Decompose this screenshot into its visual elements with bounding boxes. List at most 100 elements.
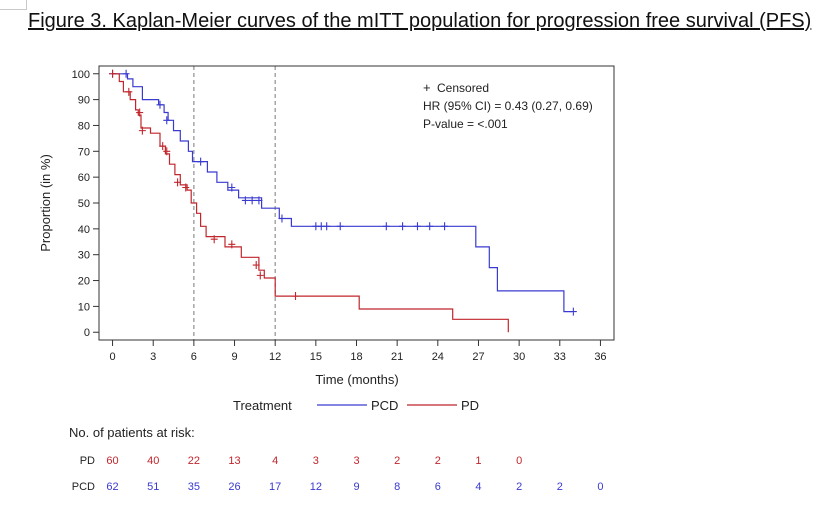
x-tick-label: 18 — [350, 351, 362, 363]
risk-count-pcd: 12 — [310, 481, 322, 493]
risk-count-pcd: 0 — [597, 481, 603, 493]
x-tick-label: 9 — [231, 351, 237, 363]
legend: Treatment PCD PD — [233, 398, 479, 413]
y-tick-label: 60 — [78, 172, 90, 184]
risk-row-label: PD — [80, 455, 95, 467]
censor-mark-pcd — [382, 222, 390, 231]
x-tick-label: 36 — [594, 351, 606, 363]
risk-count-pcd: 6 — [435, 481, 441, 493]
censor-mark-pcd — [441, 222, 449, 231]
risk-count-pd: 1 — [475, 455, 481, 467]
censor-mark-pcd — [569, 307, 577, 316]
legend-label-pcd: PCD — [371, 398, 398, 413]
censor-mark-pd — [109, 69, 117, 78]
censor-mark-pcd — [156, 100, 164, 109]
censor-mark-pd — [256, 271, 264, 280]
censor-mark-pcd — [197, 157, 205, 166]
y-axis-label: Proportion (in %) — [38, 154, 53, 252]
censor-mark-pd — [228, 240, 236, 249]
risk-count-pcd: 17 — [269, 481, 281, 493]
x-tick-label: 3 — [150, 351, 156, 363]
censor-mark-pd — [163, 147, 171, 156]
risk-count-pd: 2 — [435, 455, 441, 467]
censor-mark-pcd — [163, 116, 171, 125]
censor-mark-pd — [174, 178, 182, 187]
risk-count-pd: 22 — [188, 455, 200, 467]
x-tick-label: 21 — [391, 351, 403, 363]
x-tick-label: 24 — [432, 351, 444, 363]
censor-mark-pd — [138, 126, 146, 135]
x-axis: 0 3 6 9 12 15 18 21 24 27 30 33 36 — [109, 340, 607, 363]
risk-count-pcd: 62 — [106, 481, 118, 493]
censor-mark-pcd — [323, 222, 331, 231]
risk-count-pcd: 2 — [557, 481, 563, 493]
risk-count-pd: 13 — [228, 455, 240, 467]
censor-mark-pcd — [399, 222, 407, 231]
risk-count-pcd: 4 — [475, 481, 481, 493]
x-tick-label: 33 — [554, 351, 566, 363]
censor-mark-pd — [292, 292, 300, 301]
risk-count-pd: 4 — [272, 455, 278, 467]
censor-mark-pcd — [248, 196, 256, 205]
pvalue-annotation: P-value = <.001 — [423, 117, 508, 131]
plot-area — [109, 66, 577, 340]
y-tick-label: 100 — [72, 69, 90, 81]
censor-mark-pd — [252, 261, 260, 270]
x-tick-label: 12 — [269, 351, 281, 363]
x-axis-label: Time (months) — [315, 372, 398, 387]
risk-count-pcd: 26 — [228, 481, 240, 493]
x-tick-label: 15 — [310, 351, 322, 363]
annotation-box: + Censored HR (95% CI) = 0.43 (0.27, 0.6… — [423, 80, 593, 131]
risk-count-pd: 60 — [106, 455, 118, 467]
risk-count-pd: 3 — [313, 455, 319, 467]
y-tick-label: 40 — [78, 224, 90, 236]
y-tick-label: 10 — [78, 301, 90, 313]
y-tick-label: 0 — [84, 327, 90, 339]
risk-count-pcd: 8 — [394, 481, 400, 493]
risk-count-pcd: 51 — [147, 481, 159, 493]
risk-count-pd: 2 — [394, 455, 400, 467]
y-tick-label: 80 — [78, 120, 90, 132]
figure-title: Figure 3. Kaplan-Meier curves of the mIT… — [28, 10, 812, 32]
risk-count-pcd: 35 — [188, 481, 200, 493]
risk-count-pd: 0 — [516, 455, 522, 467]
censor-mark-pd — [125, 87, 133, 96]
censor-mark-pcd — [122, 69, 130, 78]
censor-mark-pcd — [336, 222, 344, 231]
censor-mark-pcd — [413, 222, 421, 231]
y-tick-label: 70 — [78, 146, 90, 158]
censor-mark-pcd — [426, 222, 434, 231]
km-curve-pd — [112, 73, 509, 333]
corner-mark — [0, 0, 27, 10]
risk-count-pd: 40 — [147, 455, 159, 467]
censor-symbol: + — [423, 80, 431, 95]
censor-mark-pd — [159, 142, 167, 151]
risk-row-label: PCD — [72, 481, 95, 493]
censored-label: Censored — [437, 81, 489, 95]
y-axis: 0 10 20 30 40 50 60 70 80 90 100 — [72, 69, 99, 339]
censor-mark-pd — [136, 108, 144, 117]
risk-count-pcd: 2 — [516, 481, 522, 493]
x-tick-label: 30 — [513, 351, 525, 363]
y-tick-label: 20 — [78, 276, 90, 288]
risk-count-pd: 3 — [353, 455, 359, 467]
km-curve-pcd — [112, 73, 572, 313]
y-tick-label: 90 — [78, 95, 90, 107]
censor-mark-pd — [182, 183, 190, 192]
legend-title: Treatment — [233, 398, 292, 413]
x-tick-label: 0 — [109, 351, 115, 363]
risk-table-title: No. of patients at risk: — [69, 425, 195, 440]
legend-label-pd: PD — [461, 398, 479, 413]
y-tick-label: 50 — [78, 198, 90, 210]
risk-count-pcd: 9 — [353, 481, 359, 493]
censor-mark-pcd — [255, 196, 263, 205]
censor-mark-pcd — [241, 196, 249, 205]
censor-mark-pd — [210, 235, 218, 244]
y-tick-label: 30 — [78, 250, 90, 262]
x-tick-label: 6 — [191, 351, 197, 363]
hr-annotation: HR (95% CI) = 0.43 (0.27, 0.69) — [423, 99, 593, 113]
censor-mark-pcd — [278, 214, 286, 223]
censor-mark-pcd — [228, 183, 236, 192]
